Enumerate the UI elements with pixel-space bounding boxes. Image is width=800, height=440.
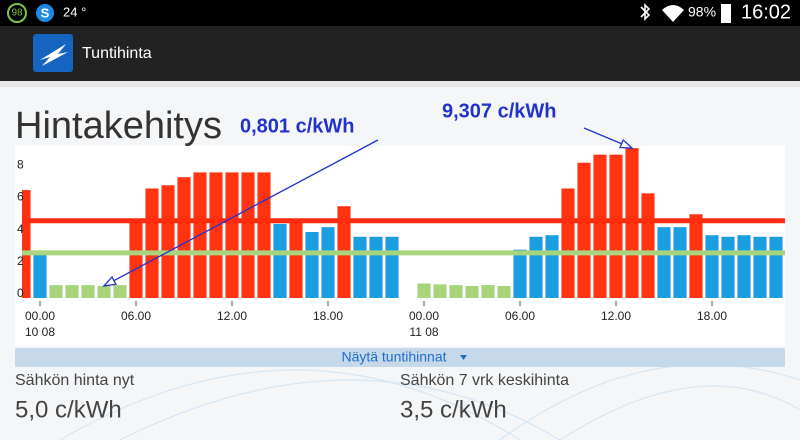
bar — [769, 236, 783, 298]
wifi-icon — [662, 5, 684, 22]
bar — [737, 235, 751, 298]
s-icon-letter: S — [41, 5, 50, 20]
background-swirl — [59, 363, 800, 440]
bar — [417, 283, 431, 298]
chart-overlay: 0 2 4 6 8 00.00 06.00 12.00 18.00 00.00 06.00 12.00… — [17, 100, 785, 339]
s-icon — [36, 4, 54, 22]
bar — [721, 236, 735, 298]
bar — [433, 284, 447, 298]
toggle-label[interactable]: Näytä tuntihinnat — [341, 349, 446, 365]
battery-icon — [721, 4, 731, 23]
bar — [353, 236, 367, 298]
bar — [81, 285, 95, 298]
bar — [145, 188, 159, 298]
bar — [113, 285, 127, 298]
bar — [209, 172, 223, 298]
x-date-label: 11 08 — [409, 325, 438, 339]
x-tick-label: 06.00 — [505, 309, 535, 323]
x-date-label: 10 08 — [25, 325, 55, 339]
bar — [129, 219, 143, 298]
bar — [257, 172, 271, 298]
bar — [385, 236, 399, 298]
app-icon-shape — [40, 44, 68, 66]
bluetooth-icon — [640, 3, 651, 21]
bar — [305, 231, 319, 298]
x-tick-label: 00.00 — [409, 309, 439, 323]
bar — [33, 251, 47, 298]
bar — [465, 285, 479, 298]
annotation-arrowhead — [619, 138, 634, 149]
bar — [225, 172, 239, 298]
bar — [609, 154, 623, 298]
bar — [65, 285, 79, 298]
toggle-button[interactable] — [15, 348, 785, 367]
avg-value: 3,5 c/kWh — [400, 396, 507, 423]
x-tick-label: 18.00 — [313, 309, 343, 323]
y-tick-label: 8 — [17, 157, 24, 171]
y-tick-label: 0 — [17, 286, 24, 300]
bar — [97, 285, 111, 298]
app-bar-shadow — [0, 81, 800, 87]
bar — [673, 227, 687, 298]
bar — [369, 236, 383, 298]
chart-area — [15, 146, 785, 346]
now-value: 5,0 c/kWh — [15, 396, 122, 423]
x-tick-label: 00.00 — [25, 309, 55, 323]
bar — [161, 185, 175, 298]
now-label: Sähkön hinta nyt — [15, 372, 135, 389]
bar — [49, 285, 63, 298]
bar — [689, 214, 703, 298]
annotation-arrowhead — [102, 275, 117, 287]
annotation-max: 9,307 c/kWh — [442, 100, 557, 122]
bar — [561, 188, 575, 298]
y-tick-label: 6 — [17, 190, 24, 204]
bar — [241, 172, 255, 298]
bar — [577, 162, 591, 298]
temperature: 24 ° — [63, 4, 86, 19]
bar — [657, 227, 671, 298]
x-tick-label: 12.00 — [217, 309, 247, 323]
x-tick-label: 06.00 — [121, 309, 151, 323]
chart-title: Hintakehitys — [15, 105, 222, 147]
app-title: Tuntihinta — [82, 45, 152, 62]
battery-percent: 98% — [688, 4, 716, 20]
bar — [545, 235, 559, 298]
bar — [513, 249, 527, 298]
toggle-arrow — [460, 355, 467, 360]
bar — [497, 285, 511, 298]
bar — [177, 177, 191, 298]
bar — [449, 285, 463, 298]
bar — [22, 190, 31, 298]
clock: 16:02 — [741, 1, 791, 23]
badge-icon — [7, 3, 27, 23]
x-tick-label: 12.00 — [601, 309, 631, 323]
bar — [529, 236, 543, 298]
annotation-arrow — [103, 139, 379, 287]
x-tick-label: 18.00 — [697, 309, 727, 323]
bar — [753, 236, 767, 298]
bar — [321, 227, 335, 298]
bar — [593, 154, 607, 298]
bar — [481, 285, 495, 298]
annotation-min: 0,801 c/kWh — [240, 115, 355, 137]
y-tick-label: 2 — [17, 254, 24, 268]
avg-label: Sähkön 7 vrk keskihinta — [400, 372, 569, 389]
app-bar — [0, 26, 800, 81]
y-tick-label: 4 — [17, 222, 24, 236]
badge: 98 — [11, 8, 23, 19]
bar — [289, 219, 303, 298]
bar — [705, 235, 719, 298]
bar — [273, 223, 287, 298]
bar — [641, 193, 655, 298]
